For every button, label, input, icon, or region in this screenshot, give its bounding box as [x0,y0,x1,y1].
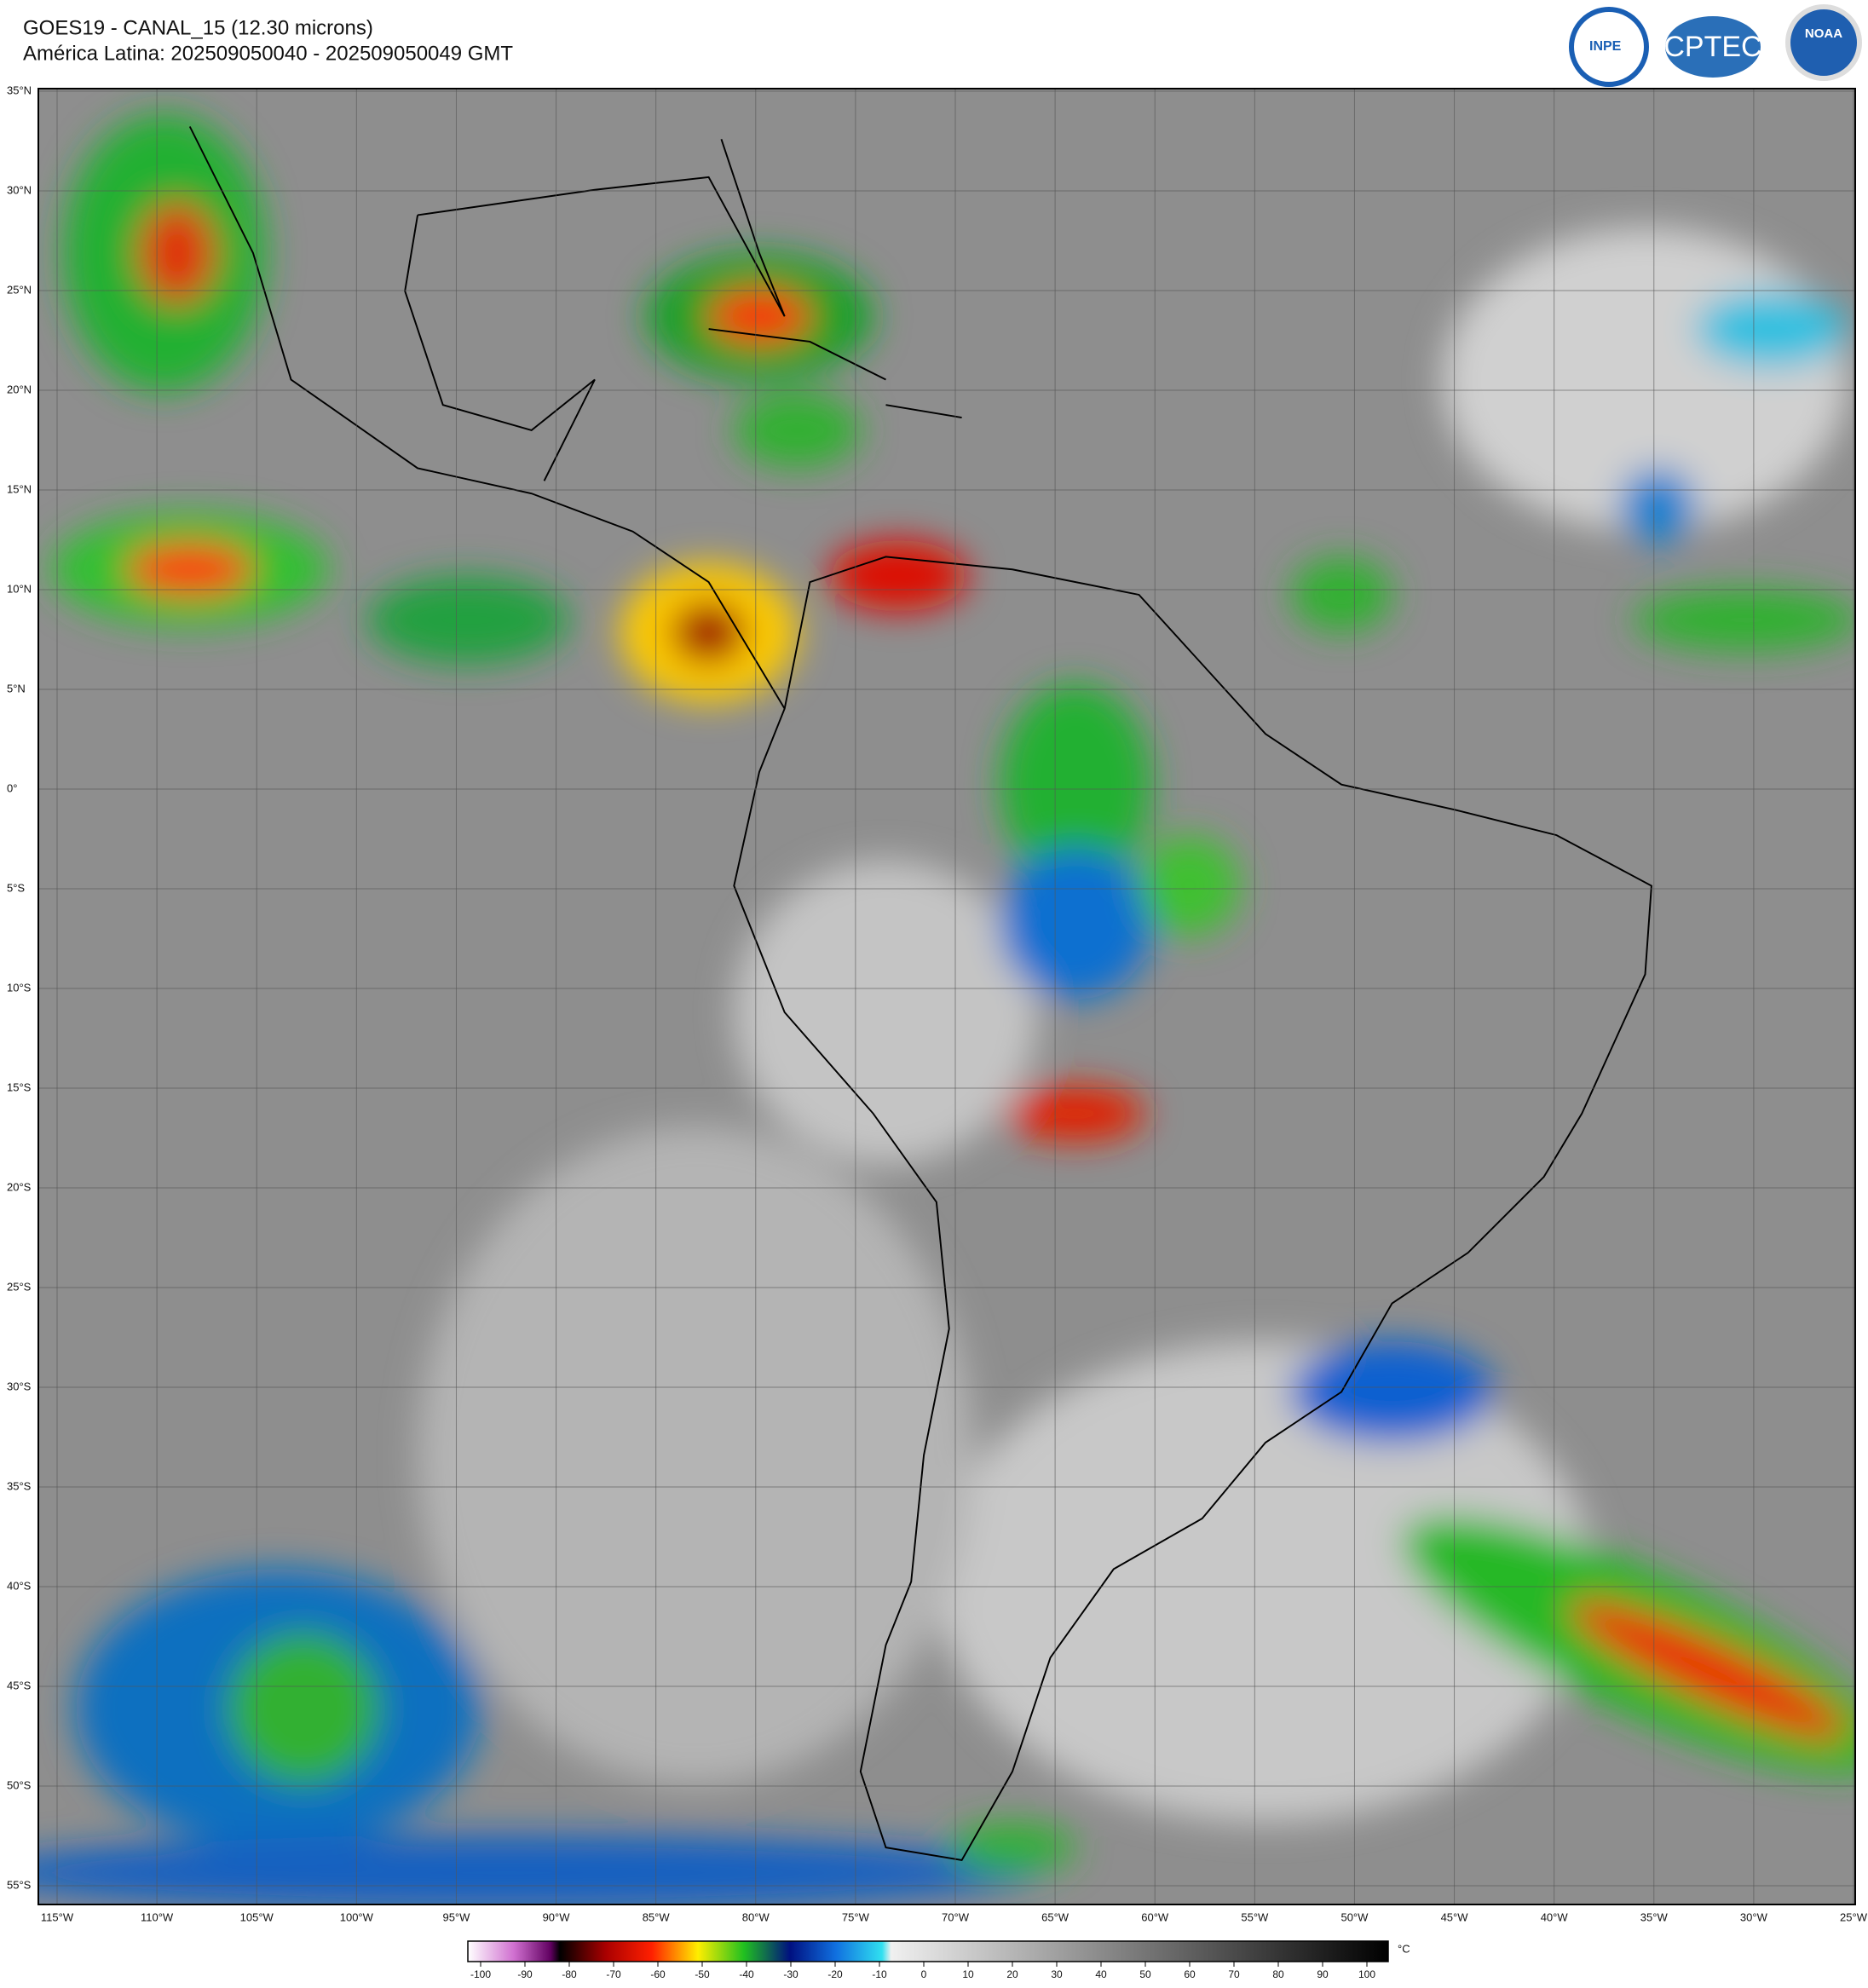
colorbar-tick-label: -40 [739,1968,754,1980]
axis-labels: 35°N 30°N 25°N 20°N 15°N 10°N 5°N 0° 5°S 10°S 15°S… [7,84,1868,1923]
lon-label: 50°W [1340,1910,1369,1923]
lat-label: 15°S [7,1080,32,1093]
colorbar-tick-label: 50 [1139,1968,1151,1980]
lat-label: 10°S [7,981,32,994]
colorbar-tick-label: 70 [1228,1968,1240,1980]
lat-label: 20°N [7,383,32,395]
lat-label: 5°S [7,881,25,894]
colorbar-unit: °C [1398,1942,1410,1955]
lat-label: 5°N [7,682,26,694]
lat-label: 30°S [7,1380,32,1392]
noaa-logo [1785,4,1862,81]
logo-text: INPE [1589,39,1622,54]
lon-label: 70°W [942,1910,970,1923]
lat-label: 10°N [7,582,32,595]
lon-label: 55°W [1241,1910,1269,1923]
colorbar-tick-label: -50 [695,1968,710,1980]
colorbar-tick-label: 30 [1051,1968,1063,1980]
colorbar-tick-label: 60 [1184,1968,1196,1980]
colorbar-tick-label: -60 [650,1968,666,1980]
lat-label: 55°S [7,1878,32,1891]
colorbar-tick-label: 90 [1317,1968,1329,1980]
lat-label: 30°N [7,183,32,196]
lat-label: 25°S [7,1280,32,1293]
lon-label: 65°W [1041,1910,1069,1923]
colorbar-tick-label: 100 [1358,1968,1375,1980]
colorbar-tick-label: 0 [921,1968,927,1980]
colorbar-tick-label: -80 [562,1968,577,1980]
colorbar-tick-label: 80 [1272,1968,1284,1980]
lon-label: 25°W [1840,1910,1868,1923]
logo-text: NOAA [1805,26,1842,41]
lat-label: 25°N [7,283,32,296]
lat-label: 40°S [7,1579,32,1592]
colorbar-tick-label: 20 [1006,1968,1018,1980]
logos: INPE CPTEC NOAA [1569,4,1862,87]
lon-label: 85°W [643,1910,671,1923]
lon-label: 115°W [41,1910,74,1923]
graticule [38,89,1855,1904]
lat-label: 50°S [7,1778,32,1791]
colorbar-tick-label: -90 [517,1968,533,1980]
title: GOES19 - CANAL_15 (12.30 microns) [23,16,373,39]
lon-label: 110°W [141,1910,174,1923]
lon-label: 75°W [842,1910,870,1923]
colorbar-ticks: -100 -90 -80 -70 -60 -50 -40 -30 -20 -10 0 10 20 30 40… [470,1962,1375,1980]
lon-label: 45°W [1441,1910,1469,1923]
colorbar-tick-label: -70 [606,1968,621,1980]
colorbar-tick-label: -30 [783,1968,799,1980]
lat-label: 15°N [7,482,32,495]
colorbar-tick-label: 40 [1095,1968,1107,1980]
colorbar-tick-label: -20 [827,1968,843,1980]
lon-label: 105°W [240,1910,274,1923]
logo-text: CPTEC [1663,31,1761,63]
colorbar-tick-label: -10 [872,1968,887,1980]
colorbar-tick-label: 10 [962,1968,974,1980]
map-area [38,89,1855,1904]
map-frame [37,88,1856,1905]
cptec-logo [1665,16,1761,78]
lat-label: 20°S [7,1180,32,1193]
lon-label: 95°W [442,1910,470,1923]
colorbar-tick-label: -100 [470,1968,491,1980]
lat-label: 45°S [7,1679,32,1691]
lat-label: 35°N [7,84,32,96]
inpe-logo [1569,7,1649,87]
lon-label: 30°W [1740,1910,1768,1923]
subtitle: América Latina: 202509050040 - 202509050… [23,42,513,65]
lon-label: 40°W [1541,1910,1569,1923]
lon-label: 60°W [1141,1910,1169,1923]
lon-label: 90°W [543,1910,571,1923]
colorbar [467,1940,1389,1962]
lon-label: 35°W [1640,1910,1669,1923]
lon-label: 80°W [742,1910,770,1923]
lat-label: 35°S [7,1479,32,1492]
lon-label: 100°W [340,1910,374,1923]
lat-label: 0° [7,781,17,794]
coastlines [188,126,1652,1862]
